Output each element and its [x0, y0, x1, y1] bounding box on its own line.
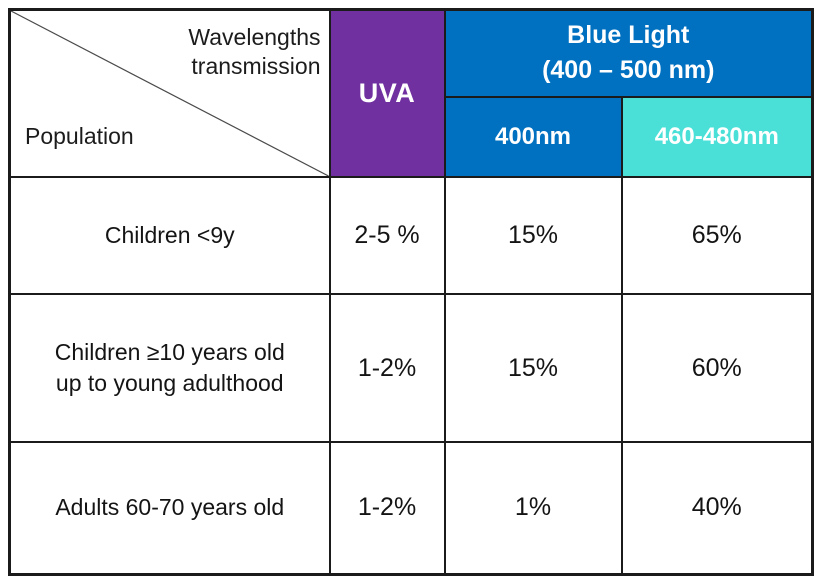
uva-value-cell: 1-2%	[328, 293, 446, 443]
uva-column-header: UVA	[328, 8, 446, 178]
wavelengths-transmission-label: Wavelengths transmission	[188, 24, 321, 80]
population-cell: Children <9y	[8, 176, 331, 295]
header-row-top: Wavelengths transmission Population UVA …	[8, 8, 814, 178]
corner-cell: Wavelengths transmission Population	[8, 8, 331, 178]
population-label: Population	[25, 123, 134, 149]
wavelength-transmission-table: Wavelengths transmission Population UVA …	[8, 8, 814, 576]
subheader-460-480nm: 460-480nm	[620, 95, 814, 179]
table-row-children-under-9: Children <9y 2-5 % 15% 65%	[8, 176, 814, 295]
value-460-480nm-cell: 40%	[620, 441, 814, 575]
value-460-480nm-cell: 65%	[620, 176, 814, 295]
header-row-sub: 400nm 460-480nm	[10, 95, 814, 179]
table-row-adults-60-70: Adults 60-70 years old 1-2% 1% 40%	[8, 441, 814, 575]
population-cell: Adults 60-70 years old	[8, 441, 331, 575]
blue-light-group-header: Blue Light (400 – 500 nm)	[443, 8, 814, 98]
uva-value-cell: 1-2%	[328, 441, 446, 575]
value-400nm-cell: 15%	[443, 293, 623, 443]
subheader-400nm: 400nm	[443, 95, 623, 179]
population-cell: Children ≥10 years old up to young adult…	[8, 293, 331, 443]
diagonal-divider-line	[11, 11, 329, 176]
value-400nm-cell: 1%	[443, 441, 623, 575]
corner-cell-inner: Wavelengths transmission Population	[11, 11, 329, 176]
value-460-480nm-cell: 60%	[620, 293, 814, 443]
table-row-children-10-plus: Children ≥10 years old up to young adult…	[8, 293, 814, 443]
value-400nm-cell: 15%	[443, 176, 623, 295]
uva-value-cell: 2-5 %	[328, 176, 446, 295]
